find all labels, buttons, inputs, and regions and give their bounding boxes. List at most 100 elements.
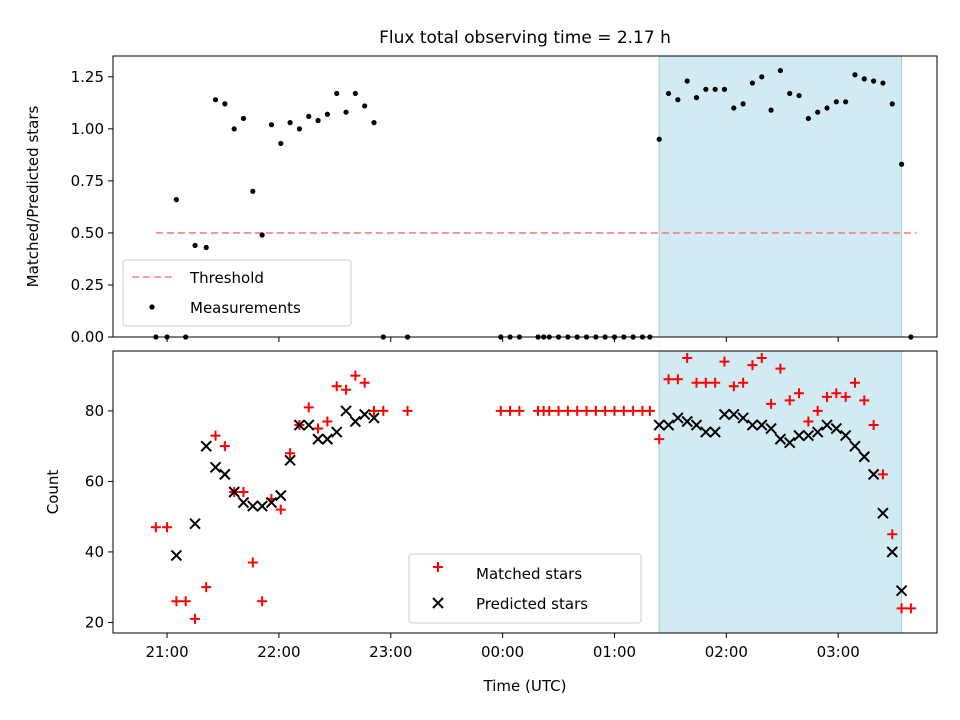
matched-star-point [341,384,352,395]
measurement-point [203,244,209,251]
x-tick-label: 03:00 [817,643,860,661]
predicted-legend-label: Predicted stars [476,595,588,613]
y-tick-label: 0.00 [71,328,104,346]
predicted-star-point [690,419,703,431]
matched-star-point [562,405,573,416]
measurement-point [665,90,672,97]
matched-star-point [812,405,823,416]
matched-star-point [162,522,173,533]
measurement-point [833,99,839,105]
matched-star-point [303,402,314,413]
matched-star-point [590,405,601,416]
matched-star-point [285,448,296,459]
y-tick-label: 0.50 [71,224,104,242]
measurement-point [259,232,265,238]
matched-star-point [368,405,379,416]
measurement-point [749,80,756,86]
matched-star-point [887,529,898,540]
count-legend-box [408,553,642,624]
measurement-point [656,136,662,142]
matched-star-point [359,377,370,388]
predicted-star-point [256,500,268,512]
x-tick-label: 21:00 [145,643,188,661]
predicted-star-point [839,429,852,442]
predicted-star-point [802,429,815,442]
predicted-star-point [728,408,740,421]
measurement-point [693,95,700,101]
matched-star-point [180,596,191,607]
matched-star-point [756,353,767,364]
predicted-star-point [321,433,334,445]
predicted-star-point [303,419,315,431]
measurement-point [287,120,293,126]
ratio-axes-frame [112,55,938,338]
predicted-star-point [331,426,343,438]
predicted-star-point [681,415,693,428]
count-panel: 20 40 60 80 21:00 22:00 23:00 00:00 01:00 02:00 0… [44,350,938,695]
y-tick-label: 60 [85,472,104,490]
count-legend: Matched stars Predicted stars [408,553,642,624]
matched-star-point [609,405,620,416]
predicted-star-point [368,412,380,424]
ratio-y-axis-label: Matched/Predicted stars [24,106,42,288]
matched-star-point [719,356,730,367]
y-tick-label: 20 [85,613,104,631]
ratio-y-axis: 0.00 0.25 0.50 0.75 1.00 1.25 [71,68,113,346]
matched-star-point [600,405,611,416]
measurement-point [815,109,821,115]
matched-star-point [747,360,758,371]
measurement-point [805,115,811,122]
measurement-point [192,242,198,249]
matched-star-point [257,596,268,607]
measurement-point [684,78,690,84]
measurement-point [212,97,219,103]
measurement-point [371,120,377,126]
matched-star-point [402,405,413,416]
predicted-star-point [737,412,749,424]
predicted-star-point [219,468,231,481]
measurement-point [315,117,321,124]
matched-star-point [691,377,702,388]
matched-star-point [859,395,870,406]
x-tick-label: 01:00 [593,643,636,661]
matched-star-point [654,434,665,445]
predicted-star-point [849,440,861,452]
measurement-point [824,105,830,111]
predicted-star-point [830,422,843,435]
measurement-point [675,97,681,103]
measurement-point [796,92,802,99]
measurement-point [880,80,886,86]
predicted-star-point [895,584,908,597]
measurement-point [222,101,228,107]
matched-star-point [350,370,361,381]
count-y-axis: 20 40 60 80 [85,402,113,631]
predicted-star-point [170,549,183,562]
predicted-star-point [358,408,371,421]
matched-star-point [700,377,711,388]
matched-star-point [868,420,879,431]
predicted-star-point [265,496,278,509]
measurement-point [306,113,312,119]
top-highlight-span [658,55,903,338]
matched-star-point [171,596,182,607]
matched-star-point [644,405,655,416]
chart-title: Flux total observing time = 2.17 h [379,28,671,48]
x-tick-label: 00:00 [481,643,524,661]
measurement-point [871,78,877,84]
count-y-axis-label: Count [44,470,62,515]
predicted-star-point [877,507,889,519]
predicted-star-point [746,419,759,431]
measurements-legend-swatch [149,304,155,310]
matched-star-point [581,405,592,416]
measurement-point [278,140,284,147]
measurement-point [712,86,718,92]
matched-star-point [710,377,721,388]
matched-star-point [322,416,333,427]
predicted-star-point [200,440,212,452]
matched-star-point [663,374,674,385]
measurement-point [731,105,737,111]
matched-star-point [505,405,516,416]
measurement-point [787,90,793,97]
ratio-panel: 0.00 0.25 0.50 0.75 1.00 1.25 Matched/Predict… [24,55,938,346]
